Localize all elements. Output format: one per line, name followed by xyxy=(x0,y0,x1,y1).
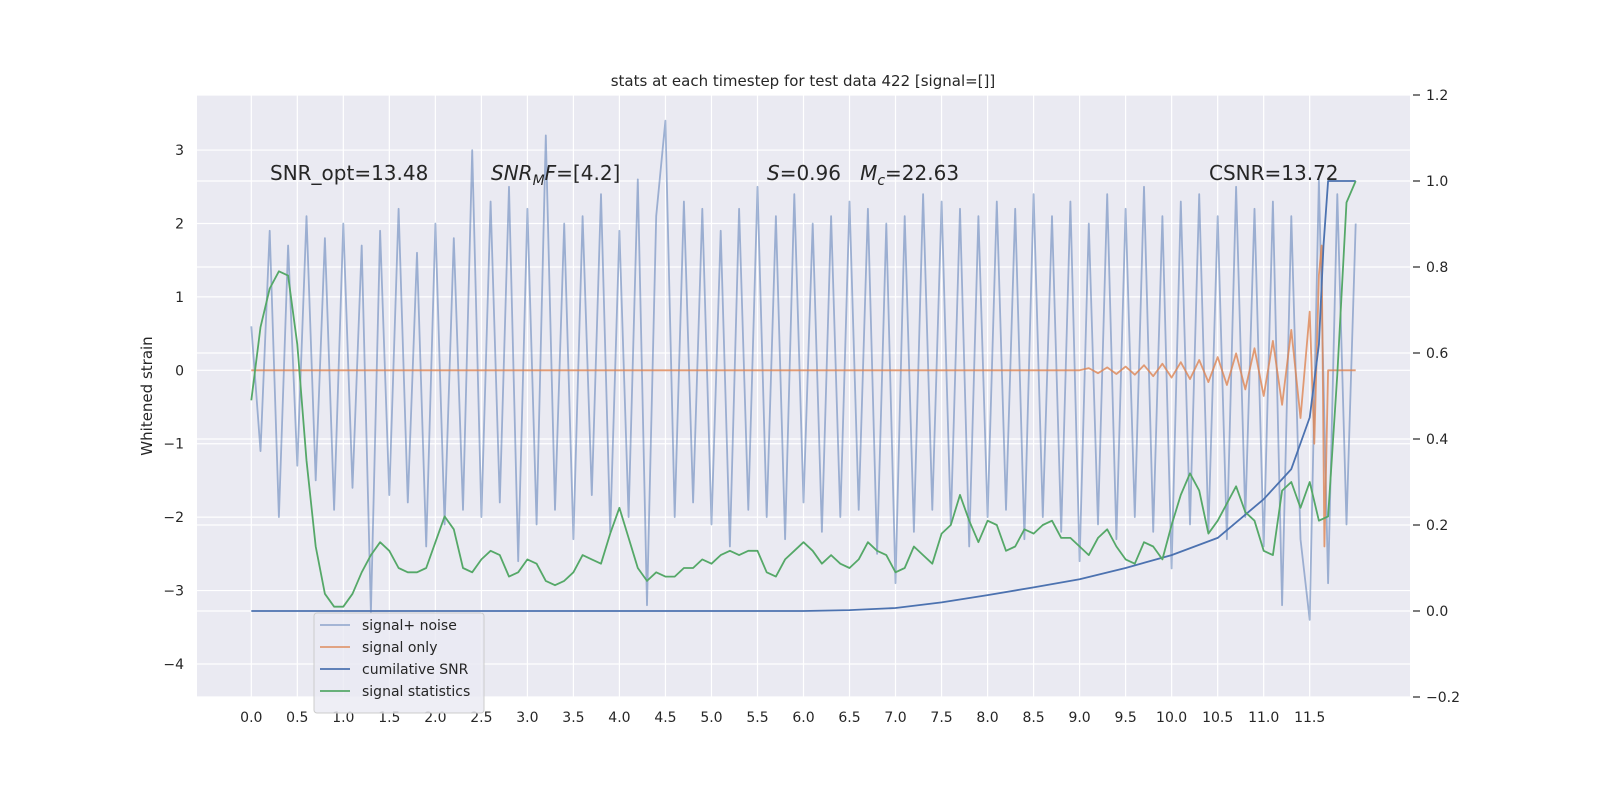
legend-label: signal+ noise xyxy=(362,618,457,634)
y2-tick-label: 0.2 xyxy=(1426,518,1448,534)
annotation: CSNR=13.72 xyxy=(1209,161,1339,185)
annotation-part: =[4.2] xyxy=(556,161,620,185)
labels: 0.0 0.5 1.0 1.5 2.0 2.5 3.0 3.5 4.0 4.5 5.0 5.5 6.0 6… xyxy=(163,88,1460,726)
annotation: SNRMF=[4.2] xyxy=(491,161,620,189)
y2-tick-label: 0.4 xyxy=(1426,432,1448,448)
y2-tick-label: −0.2 xyxy=(1426,690,1460,706)
annotation: SNR_opt=13.48 xyxy=(270,161,428,185)
annotation-part: S xyxy=(767,161,780,185)
x-tick-label: 2.5 xyxy=(470,710,492,726)
marks xyxy=(250,119,1357,621)
y-tick-label: 3 xyxy=(175,143,184,159)
annotation: S=0.96 Mc=22.63 xyxy=(767,161,959,189)
x-tick-label: 8.5 xyxy=(1022,710,1044,726)
series-line xyxy=(250,180,1357,608)
x-tick-label: 3.0 xyxy=(516,710,538,726)
y2-tick-label: 0.6 xyxy=(1426,346,1448,362)
y-tick-label: 1 xyxy=(175,290,184,306)
chart-title: stats at each timestep for test data 422… xyxy=(611,72,996,90)
series-line xyxy=(250,119,1357,621)
x-tick-label: 4.5 xyxy=(654,710,676,726)
y2-tick-label: 0.0 xyxy=(1426,604,1448,620)
legend-label: cumilative SNR xyxy=(362,662,469,678)
y-tick-label: −3 xyxy=(163,584,184,600)
x-tick-label: 0.0 xyxy=(240,710,262,726)
y2-tick-label: 1.2 xyxy=(1426,88,1448,104)
annotation-part: M xyxy=(860,161,877,185)
annotation-part: =0.96 xyxy=(780,161,860,185)
x-tick-label: 6.5 xyxy=(838,710,860,726)
annotation-part: c xyxy=(877,173,885,189)
x-tick-label: 9.5 xyxy=(1114,710,1136,726)
x-tick-label: 8.0 xyxy=(976,710,998,726)
x-tick-label: 10.0 xyxy=(1156,710,1187,726)
x-tick-label: 7.5 xyxy=(930,710,952,726)
annotation-part: CSNR=13.72 xyxy=(1209,161,1339,185)
annotation-part: =22.63 xyxy=(885,161,959,185)
y2-tick-label: 1.0 xyxy=(1426,174,1448,190)
y-tick-label: 2 xyxy=(175,216,184,232)
annotation-part: SNR xyxy=(491,161,533,185)
legend-label: signal only xyxy=(362,640,437,656)
legend-box xyxy=(313,612,485,714)
annotation-part: SNR_opt=13.48 xyxy=(270,161,428,185)
x-tick-label: 0.5 xyxy=(286,710,308,726)
x-tick-label: 3.5 xyxy=(562,710,584,726)
x-tick-label: 7.0 xyxy=(884,710,906,726)
annotation-part: M xyxy=(533,173,545,189)
x-tick-label: 9.0 xyxy=(1068,710,1090,726)
y-tick-label: −1 xyxy=(163,437,184,453)
series-line xyxy=(251,180,1356,612)
x-tick-label: 2.0 xyxy=(424,710,446,726)
y-tick-label: −4 xyxy=(163,657,184,673)
y-axis-label: Whitened strain xyxy=(138,336,156,455)
y-tick-label: −2 xyxy=(163,510,184,526)
x-tick-label: 1.5 xyxy=(378,710,400,726)
x-tick-label: 5.0 xyxy=(700,710,722,726)
x-tick-label: 1.0 xyxy=(332,710,354,726)
legend-label: signal statistics xyxy=(362,684,470,700)
y-tick-label: 0 xyxy=(175,363,184,379)
x-tick-label: 5.5 xyxy=(746,710,768,726)
x-tick-label: 6.0 xyxy=(792,710,814,726)
x-tick-label: 11.5 xyxy=(1294,710,1325,726)
x-tick-label: 10.5 xyxy=(1202,710,1233,726)
x-tick-label: 11.0 xyxy=(1248,710,1279,726)
legend: signal+ noise signal only cumilative SNR si… xyxy=(313,612,485,714)
y2-tick-label: 0.8 xyxy=(1426,260,1448,276)
annotation-part: F xyxy=(545,161,557,185)
x-tick-label: 4.0 xyxy=(608,710,630,726)
